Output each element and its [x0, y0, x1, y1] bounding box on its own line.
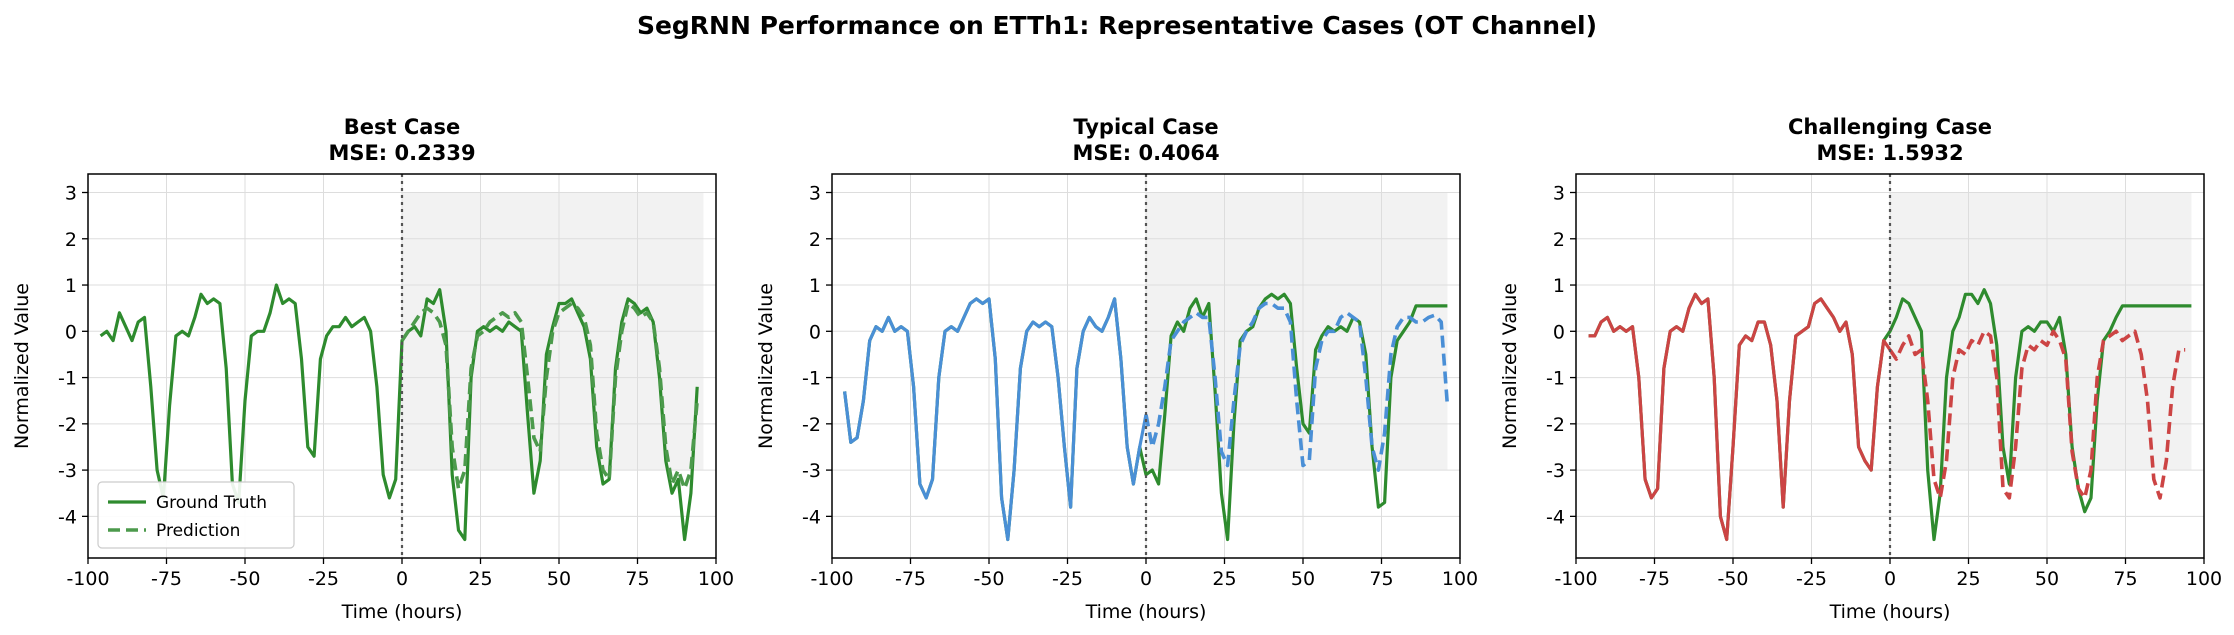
panel-title-challenging: Challenging Case — [1788, 115, 1992, 139]
x-tick-label-typical-0: -100 — [810, 568, 853, 590]
x-tick-label-challenging-8: 100 — [2186, 568, 2222, 590]
y-tick-label-typical-5: 1 — [809, 275, 821, 297]
y-tick-label-best-0: -4 — [58, 506, 77, 528]
x-tick-label-best-6: 50 — [547, 568, 571, 590]
panel-title-best: Best Case — [344, 115, 460, 139]
y-axis-label-typical: Normalized Value — [755, 283, 777, 449]
x-tick-label-typical-6: 50 — [1291, 568, 1315, 590]
x-axis-label-best: Time (hours) — [341, 601, 463, 623]
y-tick-label-challenging-0: -4 — [1546, 506, 1565, 528]
x-tick-label-challenging-7: 75 — [2113, 568, 2137, 590]
legend-box — [97, 481, 295, 549]
x-tick-label-typical-8: 100 — [1442, 568, 1478, 590]
y-tick-label-best-6: 2 — [65, 229, 77, 251]
x-tick-label-best-2: -50 — [229, 568, 260, 590]
x-axis-label-challenging: Time (hours) — [1829, 601, 1951, 623]
x-tick-label-challenging-5: 25 — [1956, 568, 1980, 590]
panel-subtitle-typical: MSE: 0.4064 — [1072, 141, 1219, 165]
y-tick-label-challenging-7: 3 — [1553, 183, 1565, 205]
x-tick-label-typical-4: 0 — [1140, 568, 1152, 590]
y-tick-label-best-1: -3 — [58, 460, 77, 482]
y-tick-label-challenging-5: 1 — [1553, 275, 1565, 297]
y-tick-label-challenging-3: -1 — [1546, 368, 1565, 390]
y-axis-label-challenging: Normalized Value — [1499, 283, 1521, 449]
y-tick-label-typical-7: 3 — [809, 183, 821, 205]
y-tick-label-typical-6: 2 — [809, 229, 821, 251]
y-tick-label-best-3: -1 — [58, 368, 77, 390]
x-tick-label-best-8: 100 — [698, 568, 734, 590]
x-tick-label-typical-1: -75 — [895, 568, 926, 590]
y-tick-label-challenging-1: -3 — [1546, 460, 1565, 482]
y-tick-label-challenging-2: -2 — [1546, 414, 1565, 436]
y-tick-label-best-5: 1 — [65, 275, 77, 297]
legend-label-prediction: Prediction — [156, 521, 240, 541]
y-axis-label-best: Normalized Value — [11, 283, 33, 449]
x-tick-label-best-4: 0 — [396, 568, 408, 590]
x-tick-label-challenging-1: -75 — [1639, 568, 1670, 590]
y-tick-label-best-2: -2 — [58, 414, 77, 436]
x-tick-label-best-0: -100 — [66, 568, 109, 590]
y-tick-label-typical-1: -3 — [802, 460, 821, 482]
panel-subtitle-challenging: MSE: 1.5932 — [1816, 141, 1963, 165]
x-tick-label-best-1: -75 — [151, 568, 182, 590]
legend-label-ground-truth: Ground Truth — [156, 493, 267, 513]
panel-subtitle-best: MSE: 0.2339 — [328, 141, 475, 165]
x-axis-label-typical: Time (hours) — [1085, 601, 1207, 623]
x-tick-label-challenging-6: 50 — [2035, 568, 2059, 590]
y-tick-label-typical-3: -1 — [802, 368, 821, 390]
x-tick-label-best-3: -25 — [308, 568, 339, 590]
series-prediction-history-typical — [843, 297, 1148, 542]
x-tick-label-best-7: 75 — [625, 568, 649, 590]
x-tick-label-challenging-4: 0 — [1884, 568, 1896, 590]
y-tick-label-best-7: 3 — [65, 183, 77, 205]
x-tick-label-challenging-2: -50 — [1717, 568, 1748, 590]
series-ground-truth-best — [99, 283, 699, 542]
panel-typical: -100 -75 -50 -25 0 25 50 75 100 -4 -3 -2 -1 0 1 2 3 Time … — [755, 115, 1478, 623]
series-prediction-history-challenging — [1588, 292, 1892, 542]
y-tick-label-challenging-4: 0 — [1553, 321, 1565, 343]
series-prediction-best — [400, 301, 699, 491]
x-tick-label-best-5: 25 — [468, 568, 492, 590]
y-tick-label-typical-0: -4 — [802, 506, 821, 528]
panels: -100 -75 -50 -25 0 25 50 75 100-4-3-2-10123Time … — [11, 115, 2222, 623]
y-tick-label-typical-4: 0 — [809, 321, 821, 343]
y-tick-label-best-4: 0 — [65, 321, 77, 343]
figure-title: SegRNN Performance on ETTh1: Representat… — [637, 11, 1597, 40]
panel-challenging: -100 -75 -50 -25 0 25 50 75 100 -4 -3 -2 -1 0 1 2 3 Time … — [1499, 115, 2222, 623]
y-tick-label-typical-2: -2 — [802, 414, 821, 436]
x-tick-label-challenging-3: -25 — [1796, 568, 1827, 590]
x-tick-label-challenging-0: -100 — [1554, 568, 1597, 590]
legend: Ground Truth Prediction — [97, 481, 295, 549]
x-tick-label-typical-3: -25 — [1052, 568, 1083, 590]
series-prediction-forecast-typical — [1144, 301, 1450, 472]
x-tick-label-typical-5: 25 — [1212, 568, 1236, 590]
x-tick-label-typical-2: -50 — [973, 568, 1004, 590]
x-tick-label-typical-7: 75 — [1369, 568, 1393, 590]
panel-title-typical: Typical Case — [1073, 115, 1218, 139]
y-tick-label-challenging-6: 2 — [1553, 229, 1565, 251]
series-prediction-forecast-challenging — [1888, 329, 2186, 500]
panel-best: -100 -75 -50 -25 0 25 50 75 100 -4 -3 -2 -1 0 1 2 3 Time … — [11, 115, 734, 623]
